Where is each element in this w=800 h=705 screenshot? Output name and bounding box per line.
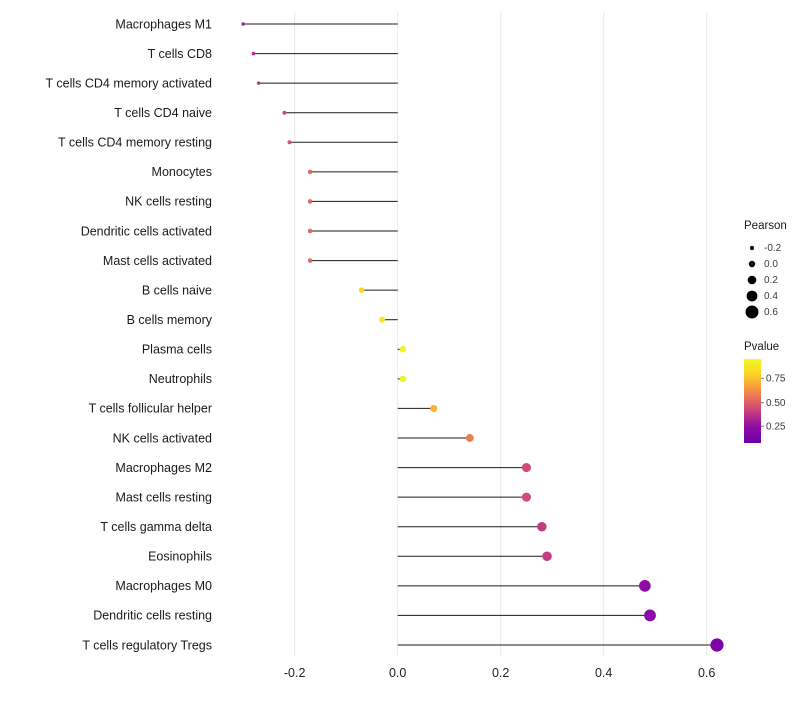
data-point [241,22,245,26]
legend-size-label: 0.4 [764,291,778,302]
data-point [282,110,287,115]
data-point [251,51,256,56]
legend-pearson-size: Pearson -0.2 0.0 0.2 0.4 0.6 [744,220,787,319]
legend-size-dot [748,260,756,268]
category-labels: Macrophages M1 T cells CD8 T cells CD4 mem… [46,17,213,652]
stems [243,23,717,646]
data-point [710,638,724,652]
category-label: B cells memory [127,313,213,327]
data-points [241,22,724,652]
legend-size-dot [747,275,757,285]
legend-colorbar-label: 0.75 [766,374,786,385]
legend-size-dot [749,245,755,251]
data-point [639,580,651,592]
data-point [542,551,552,562]
category-label: Eosinophils [148,550,212,564]
data-point [399,346,407,353]
data-point [307,199,313,204]
data-point [521,462,531,473]
category-label: NK cells activated [113,431,212,445]
legend-pearson-title: Pearson [744,220,787,232]
data-point [379,316,386,323]
category-label: T cells CD4 naive [114,106,212,120]
gridlines [294,12,708,656]
data-point [521,492,531,502]
category-label: Plasma cells [142,343,212,357]
legend-size-dot [746,290,758,302]
legend-size-label: 0.6 [764,307,778,318]
data-point [399,375,407,383]
legend-colorbar [744,359,761,443]
category-label: Macrophages M1 [115,17,212,31]
category-label: Dendritic cells activated [81,224,212,238]
category-label: B cells naive [142,283,212,297]
data-point [465,434,474,442]
data-point [287,140,292,145]
data-point [644,609,656,622]
category-label: Dendritic cells resting [93,609,212,623]
data-point [307,169,313,175]
x-tick-label: 0.0 [389,666,406,680]
x-tick-label: 0.6 [698,666,715,680]
data-point [537,521,547,532]
data-point [307,258,313,263]
category-label: Macrophages M0 [115,579,212,593]
category-label: Neutrophils [149,372,212,386]
legend-pvalue-color: Pvalue 0.75 0.50 0.25 [744,341,786,443]
category-label: T cells CD4 memory activated [46,76,213,90]
legend-colorbar-label: 0.25 [766,421,786,432]
category-label: T cells regulatory Tregs [82,638,212,652]
legend-size-label: 0.0 [764,259,778,270]
data-point [430,404,438,413]
category-label: T cells CD8 [148,47,212,61]
legend-size-label: -0.2 [764,243,782,254]
category-label: Macrophages M2 [115,461,212,475]
legend-pvalue-title: Pvalue [744,341,779,353]
data-point [307,228,313,234]
legend-colorbar-label: 0.50 [766,398,786,409]
legend-size-label: 0.2 [764,275,778,286]
category-label: Monocytes [152,165,212,179]
x-axis: -0.2 0.0 0.2 0.4 0.6 [284,666,716,680]
x-tick-label: 0.2 [492,666,509,680]
x-tick-label: 0.4 [595,666,612,680]
category-label: T cells gamma delta [100,520,212,534]
data-point [256,81,261,85]
category-label: T cells CD4 memory resting [58,136,212,150]
category-label: NK cells resting [125,195,212,209]
category-label: Mast cells resting [115,490,212,504]
x-tick-label: -0.2 [284,666,306,680]
category-label: T cells follicular helper [89,402,212,416]
data-point [358,287,365,293]
legend-size-dot [745,305,759,319]
category-label: Mast cells activated [103,254,212,268]
